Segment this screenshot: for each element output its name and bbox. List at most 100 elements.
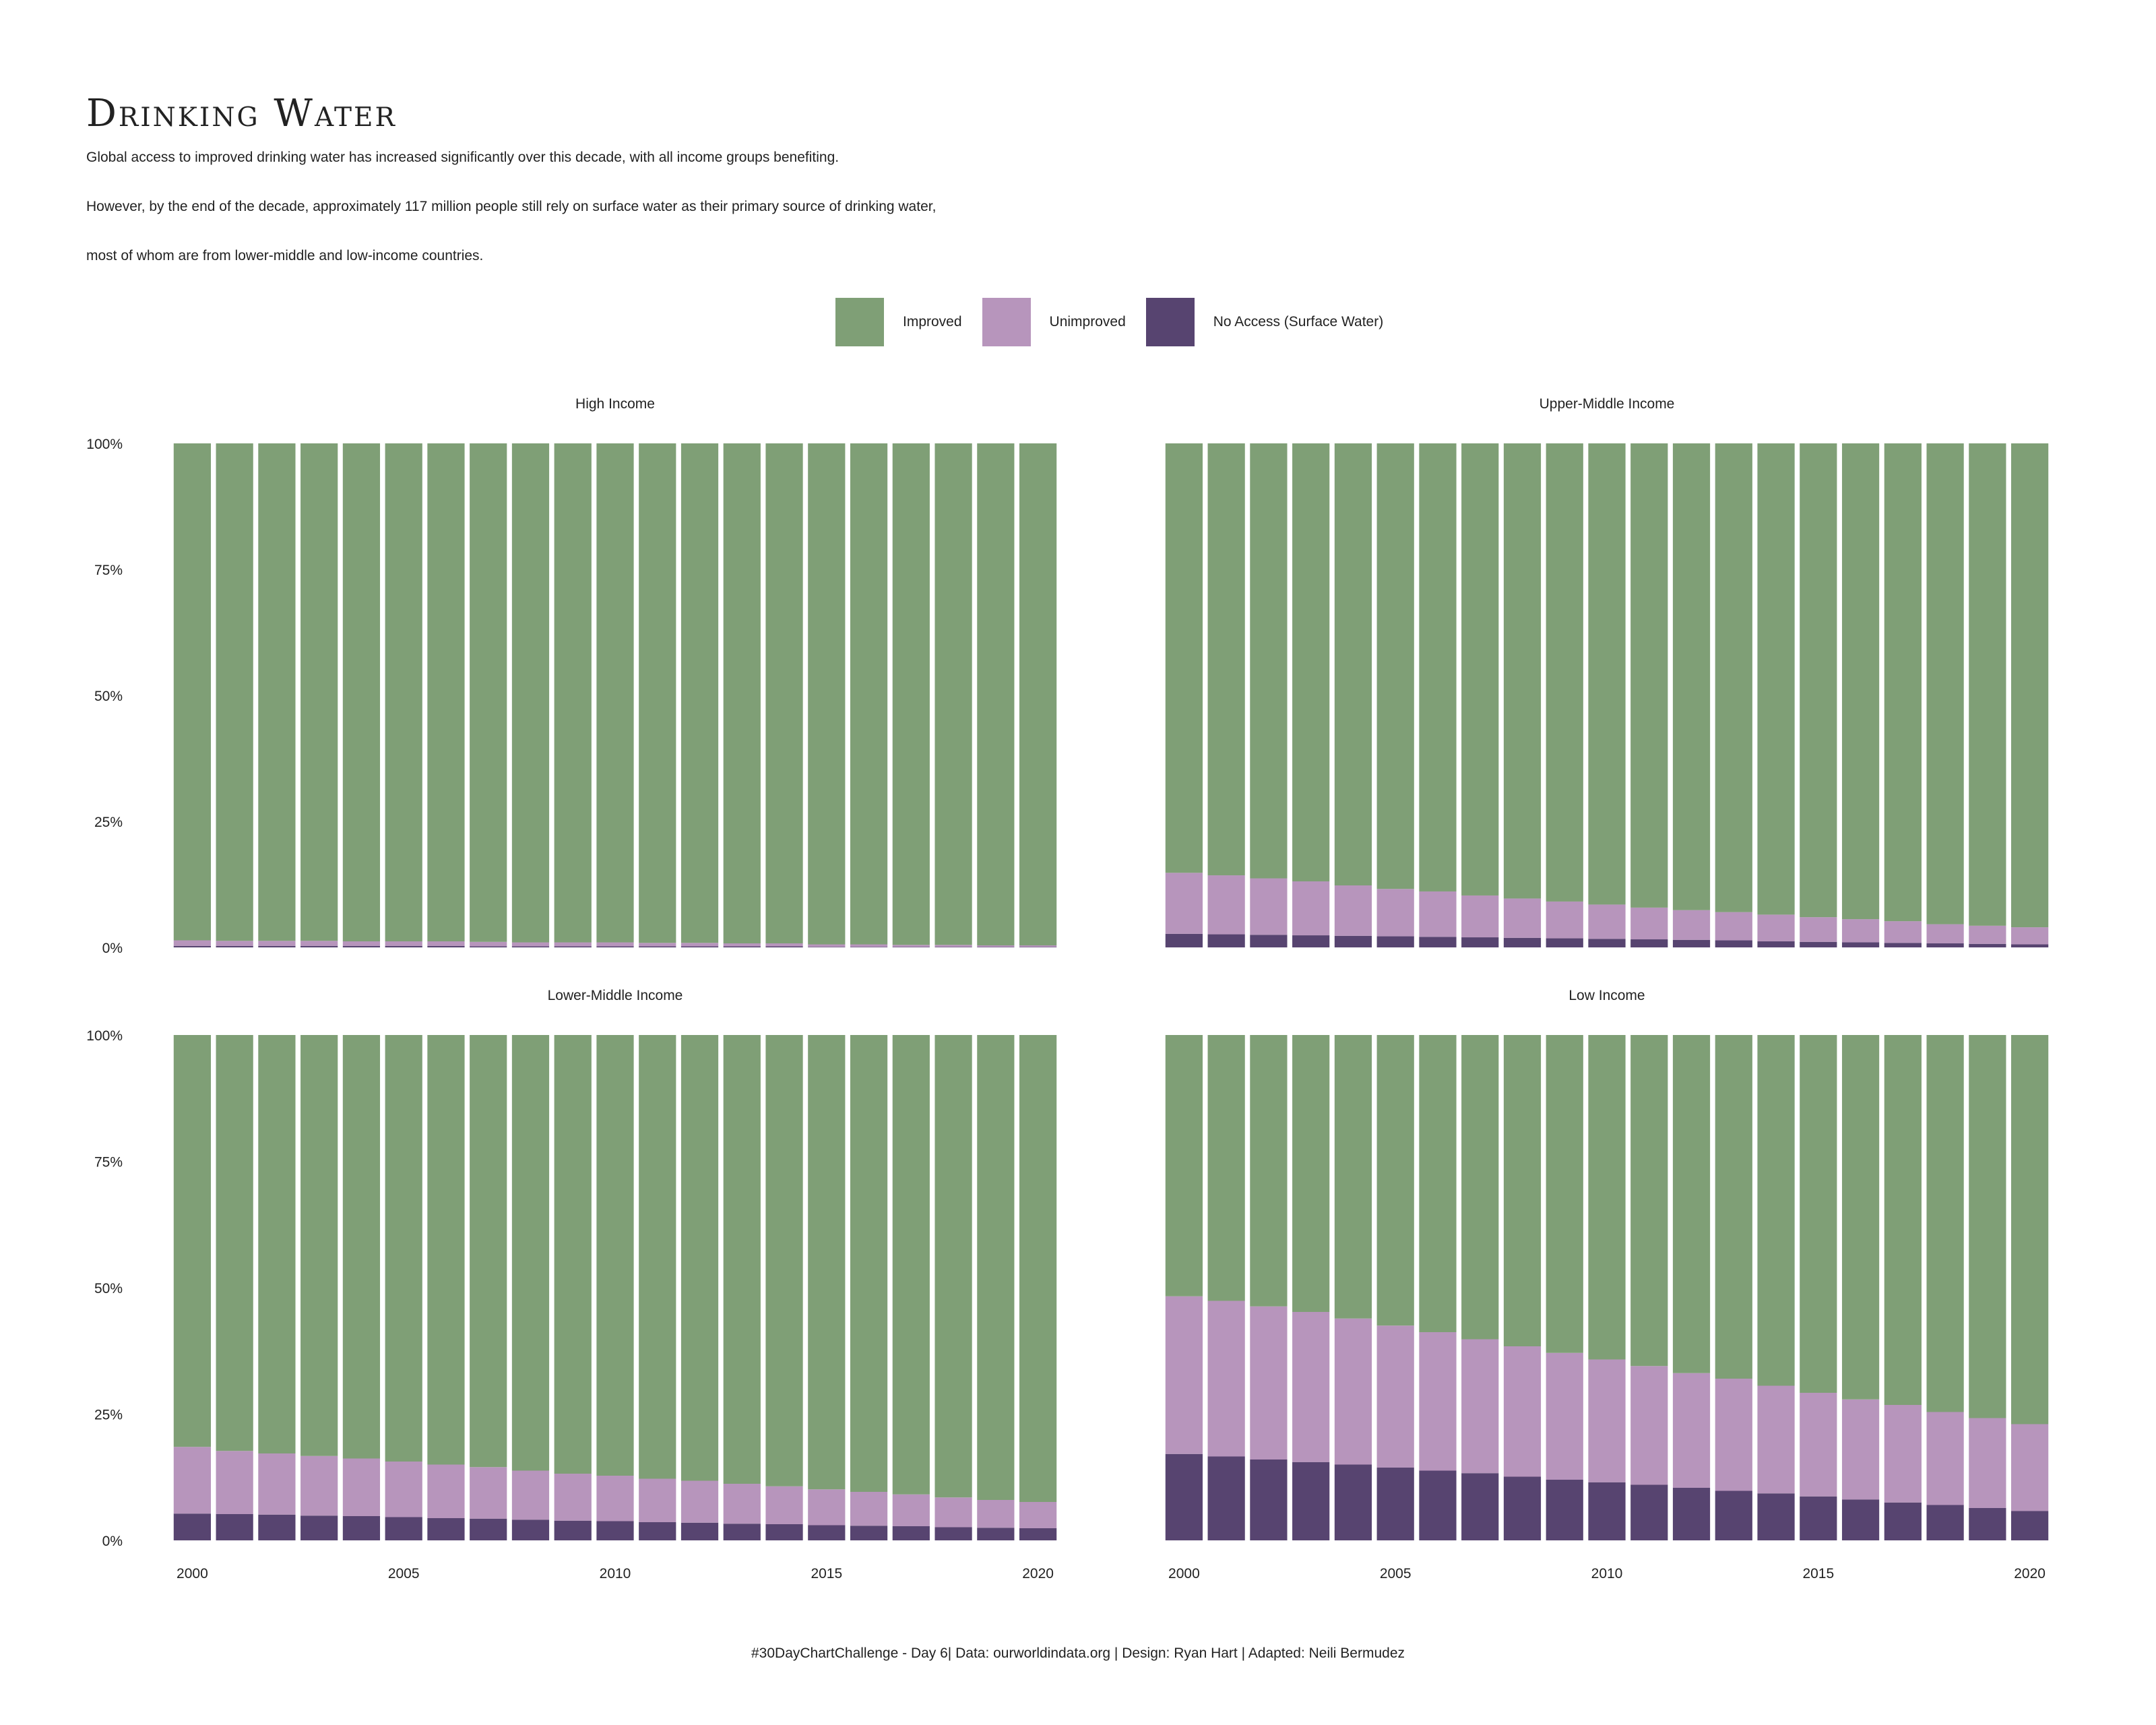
bar-segment: [385, 1462, 422, 1517]
bar-segment: [1884, 1035, 1922, 1405]
bar-segment: [258, 1514, 296, 1540]
bar-segment: [1800, 1496, 1837, 1540]
bar-segment: [1630, 1035, 1668, 1367]
bar-segment: [892, 443, 930, 945]
bar-segment: [1757, 1385, 1795, 1494]
bar-segment: [385, 945, 422, 947]
bar-segment: [723, 943, 761, 947]
bar-segment: [1461, 443, 1499, 896]
caption: #30DayChartChallenge - Day 6| Data: ourw…: [751, 1645, 1405, 1661]
bar-segment: [1292, 1312, 1330, 1462]
bar-segment: [1250, 443, 1288, 879]
bar-segment: [1926, 943, 1964, 947]
bar-segment: [1165, 1035, 1203, 1296]
bar-segment: [639, 443, 676, 943]
bar-segment: [1292, 881, 1330, 936]
bar-segment: [258, 1035, 296, 1453]
bar-segment: [850, 944, 888, 947]
bar-segment: [723, 1524, 761, 1540]
subtitle-line-1: Global access to improved drinking water…: [86, 150, 839, 165]
bar-segment: [300, 443, 338, 941]
bar-segment: [934, 1035, 972, 1498]
bar-segment: [1926, 924, 1964, 944]
bar-segment: [2011, 944, 2049, 947]
bar-segment: [216, 443, 253, 941]
bar-segment: [1419, 891, 1457, 937]
bar-segment: [934, 1527, 972, 1540]
bar-segment: [1630, 1484, 1668, 1540]
bar-segment: [1546, 1035, 1583, 1353]
bar-segment: [639, 1478, 676, 1522]
bar-segment: [216, 941, 253, 946]
bar-segment: [1292, 1035, 1330, 1312]
x-tick-label: 2005: [1380, 1566, 1412, 1581]
bar-segment: [300, 1035, 338, 1456]
bar-segment: [723, 443, 761, 944]
bar-segment: [1250, 878, 1288, 935]
bar-segment: [342, 941, 381, 946]
bar-segment: [1588, 1359, 1626, 1482]
bar-segment: [1926, 1035, 1964, 1412]
bar-segment: [173, 443, 211, 941]
bar-segment: [470, 1518, 507, 1540]
bar-segment: [1715, 443, 1752, 912]
x-tick-label: 2020: [2014, 1566, 2046, 1581]
bar-segment: [1019, 1502, 1057, 1528]
bar-segment: [1461, 1339, 1499, 1474]
x-tick-label: 2015: [1802, 1566, 1834, 1581]
bar-segment: [342, 1458, 381, 1516]
bar-segment: [427, 1518, 465, 1540]
bar-segment: [850, 1526, 888, 1540]
bar-segment: [1250, 1460, 1288, 1540]
bar-segment: [596, 1521, 634, 1540]
bar-segment: [1292, 935, 1330, 947]
y-tick-label: 0%: [102, 941, 123, 956]
bar-segment: [2011, 443, 2049, 928]
bar-segment: [2011, 1035, 2049, 1424]
x-tick-label: 2020: [1022, 1566, 1054, 1581]
bar-segment: [342, 945, 381, 947]
bar-segment: [1419, 1332, 1457, 1471]
bar-segment: [511, 1470, 550, 1520]
bar-segment: [1800, 1393, 1837, 1497]
bar-segment: [850, 1035, 888, 1492]
bar-segment: [1019, 1035, 1057, 1502]
bar-segment: [934, 1497, 972, 1528]
bar-segment: [1165, 873, 1203, 934]
legend-item-unimproved: Unimproved: [982, 298, 1126, 346]
bar-segment: [1250, 1035, 1288, 1307]
bar-segment: [1207, 1300, 1245, 1457]
legend-swatch-unimproved: [982, 298, 1031, 346]
legend-label-unimproved: Unimproved: [1049, 314, 1126, 330]
bar-segment: [1672, 1488, 1711, 1540]
bar-segment: [977, 1528, 1015, 1540]
bar-segment: [808, 1489, 846, 1526]
bar-segment: [1292, 443, 1330, 882]
bar-segment: [470, 941, 507, 947]
bar-segment: [639, 1035, 676, 1479]
bar-segment: [765, 943, 803, 947]
bar-segment: [892, 1494, 930, 1526]
bar-segment: [1588, 1035, 1626, 1360]
bar-segment: [1715, 940, 1752, 947]
bar-segment: [1884, 443, 1922, 922]
y-tick-label: 0%: [102, 1534, 123, 1549]
bar-segment: [765, 1486, 803, 1524]
bar-segment: [1800, 1035, 1837, 1393]
bar-segment: [1672, 443, 1711, 910]
y-tick-label: 25%: [94, 1408, 123, 1423]
bar-segment: [1503, 937, 1542, 947]
bar-segment: [934, 443, 972, 945]
legend: Improved Unimproved No Access (Surface W…: [835, 298, 1403, 346]
bar-segment: [554, 1520, 592, 1540]
legend-swatch-improved: [835, 298, 884, 346]
y-tick-label: 75%: [94, 1155, 123, 1170]
bar-segment: [1800, 443, 1837, 918]
bar-segment: [511, 1035, 550, 1471]
bar-segment: [1019, 443, 1057, 946]
x-tick-label: 2010: [600, 1566, 631, 1581]
bar-segment: [1800, 941, 1837, 947]
bar-segment: [934, 945, 972, 947]
legend-label-no-access: No Access (Surface Water): [1213, 314, 1384, 330]
panel-title: Lower-Middle Income: [548, 988, 683, 1003]
